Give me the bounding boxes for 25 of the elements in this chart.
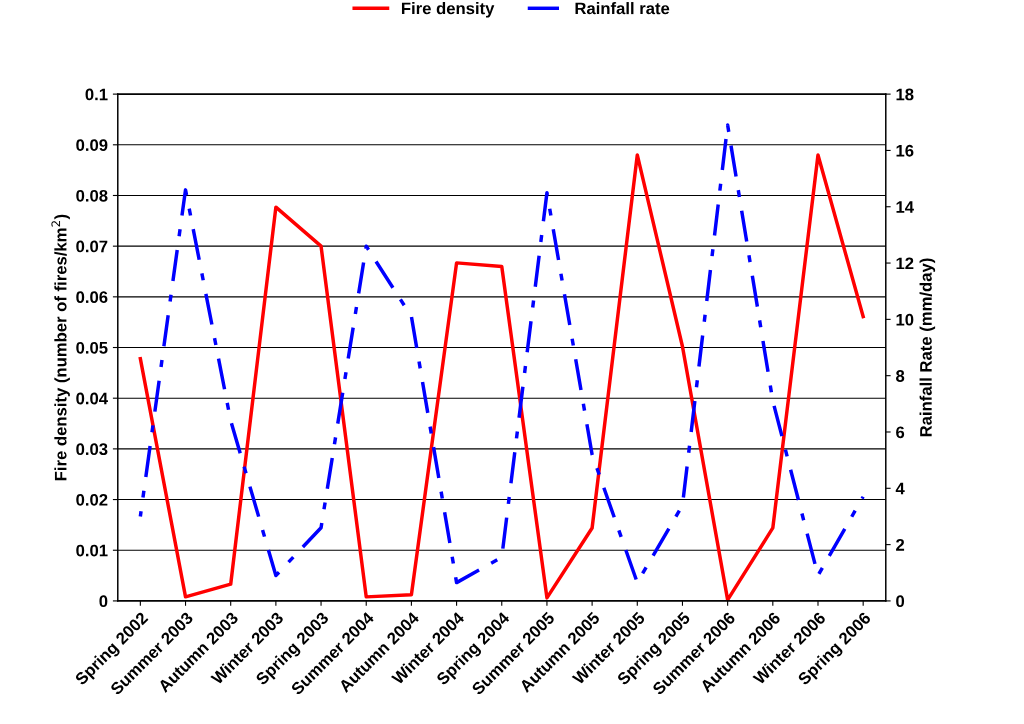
y2-tick-label: 8	[896, 370, 905, 382]
y-axis-title: Fire density (number of fires/km$^{2}$)	[51, 214, 70, 481]
y2-tick-label: 16	[896, 144, 914, 157]
y-tick-label: 0.09	[76, 139, 108, 151]
legend-label: Fire density	[401, 2, 495, 18]
y-tick-label: 0.07	[76, 240, 108, 253]
y2-tick-label: 18	[896, 88, 914, 101]
y2-tick-label: 0	[896, 595, 905, 608]
y-tick-label: 0.05	[76, 341, 108, 354]
y-tick-label: 0.06	[76, 291, 108, 304]
y2-axis-title: Rainfall Rate (mm/day)	[919, 258, 936, 437]
y-tick-label: 0.03	[76, 443, 108, 456]
y-tick-label: 0	[99, 595, 108, 608]
legend-label: Rainfall rate	[575, 2, 670, 15]
y-tick-label: 0.02	[76, 493, 108, 506]
y-tick-label: 0.01	[76, 544, 108, 557]
y-tick-label: 0.08	[76, 189, 108, 202]
y2-tick-label: 2	[896, 539, 905, 551]
y-tick-label: 0.04	[76, 392, 108, 405]
y-tick-label: 0.1	[85, 88, 108, 101]
y2-tick-label: 10	[896, 313, 914, 326]
y2-tick-label: 6	[896, 426, 905, 439]
y2-tick-label: 12	[896, 257, 914, 270]
y2-tick-label: 4	[895, 482, 905, 495]
y2-tick-label: 14	[896, 201, 914, 213]
